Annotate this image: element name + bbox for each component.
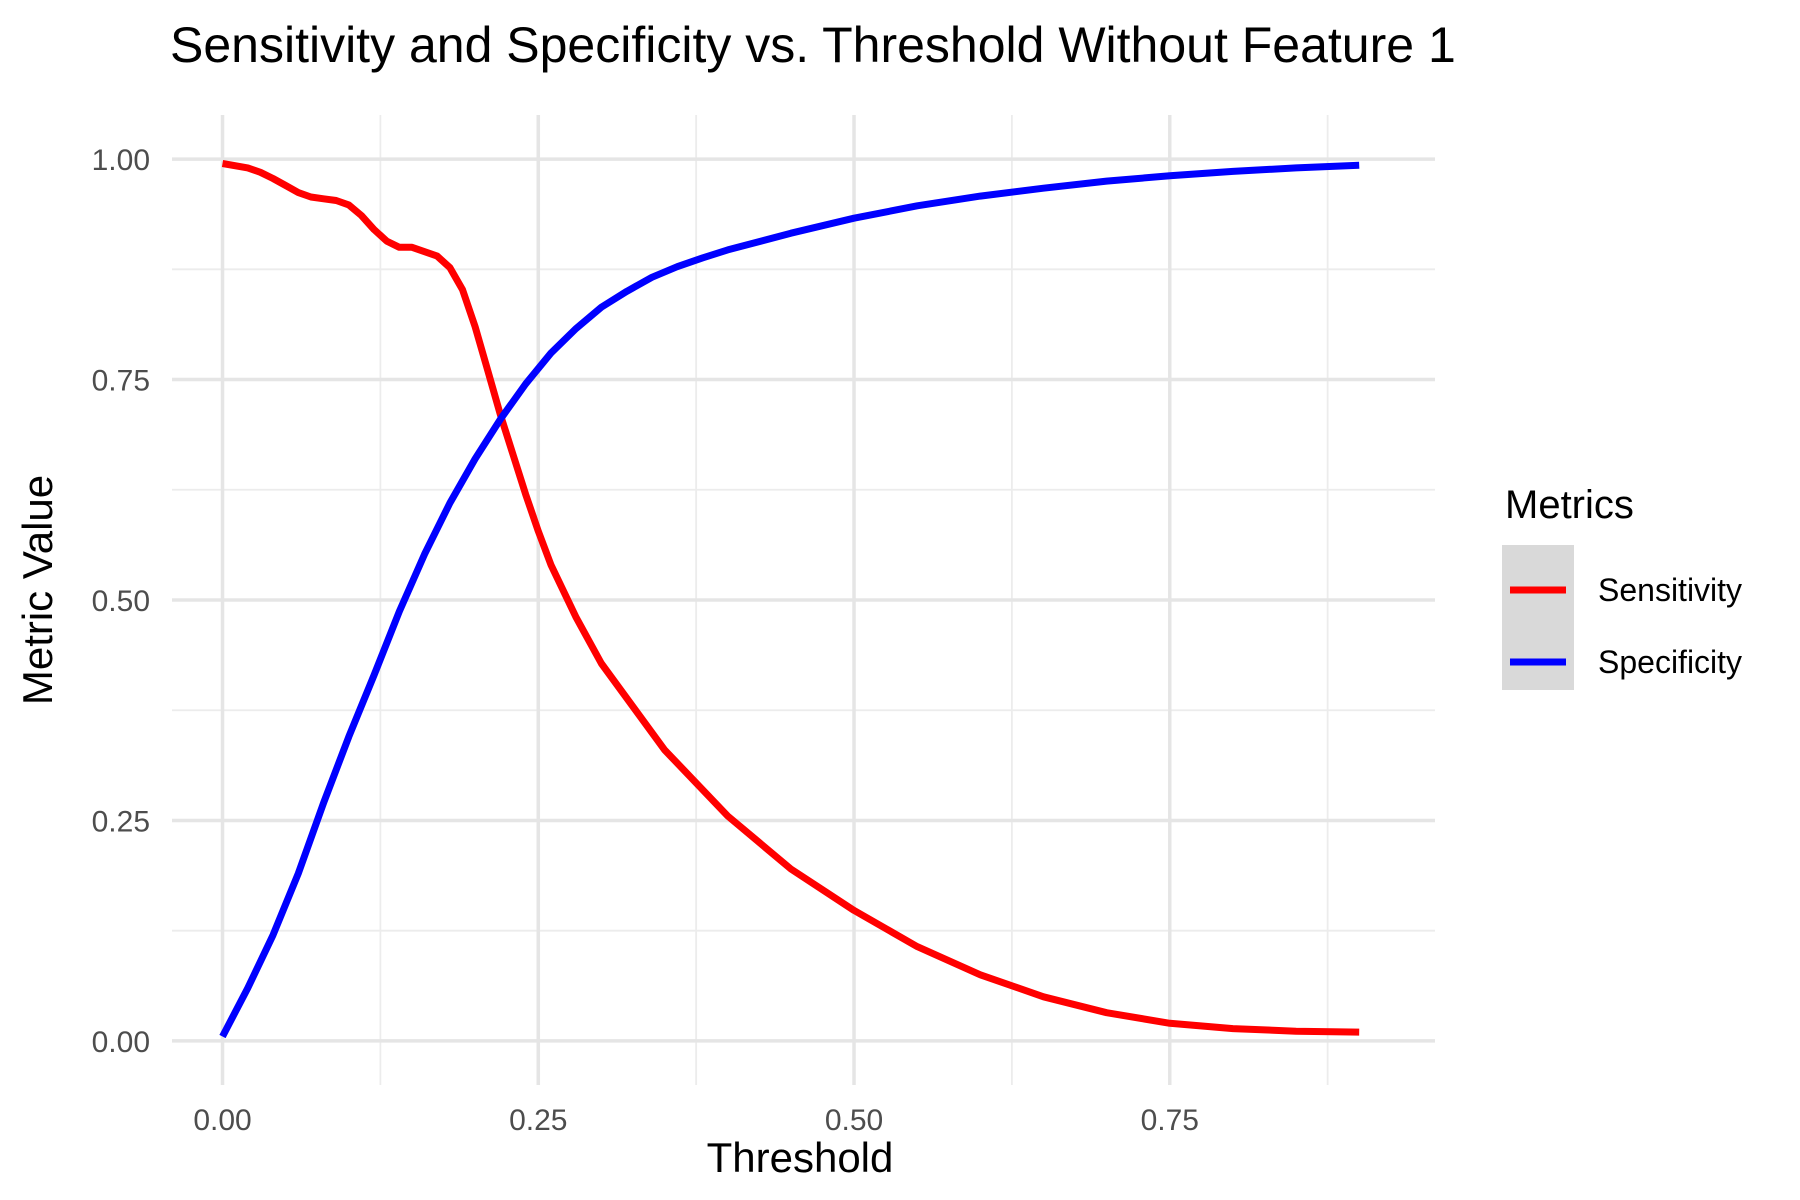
- y-axis-ticks: 0.00 0.25 0.50 0.75 1.00: [92, 144, 150, 1059]
- x-tick-label: 0.50: [825, 1104, 883, 1137]
- grid: [172, 115, 1435, 1085]
- y-axis-title: Metric Value: [14, 475, 61, 705]
- series-line-sensitivity: [221, 160, 1360, 1036]
- x-axis-ticks: 0.00 0.25 0.50 0.75: [193, 1104, 1199, 1137]
- y-tick-label: 1.00: [92, 144, 150, 177]
- legend-label-sensitivity: Sensitivity: [1598, 572, 1742, 608]
- legend-key-background: [1502, 545, 1574, 690]
- y-tick-label: 0.25: [92, 805, 150, 838]
- series-line-specificity: [219, 161, 1360, 1039]
- x-tick-label: 0.00: [193, 1104, 251, 1137]
- x-tick-label: 0.75: [1141, 1104, 1199, 1137]
- chart-title: Sensitivity and Specificity vs. Threshol…: [170, 17, 1456, 73]
- legend-title: Metrics: [1505, 483, 1634, 527]
- y-tick-label: 0.75: [92, 365, 150, 398]
- legend-label-specificity: Specificity: [1598, 644, 1742, 680]
- y-tick-label: 0.50: [92, 585, 150, 618]
- y-tick-label: 0.00: [92, 1026, 150, 1059]
- x-axis-title: Threshold: [707, 1134, 894, 1181]
- legend: Metrics Sensitivity Specificity: [1502, 483, 1742, 690]
- x-tick-label: 0.25: [509, 1104, 567, 1137]
- legend-entries: Sensitivity Specificity: [1510, 572, 1742, 680]
- series-layer: [219, 160, 1360, 1039]
